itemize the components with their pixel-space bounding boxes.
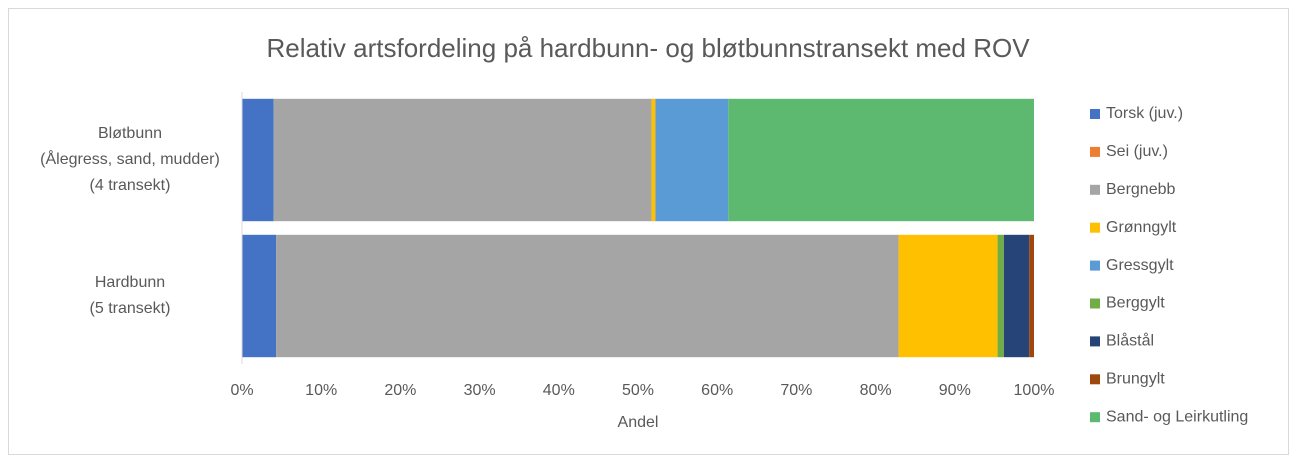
x-tick-label: 90% xyxy=(939,382,971,399)
legend-label: Berggylt xyxy=(1106,295,1165,312)
x-axis-title: Andel xyxy=(618,414,659,431)
legend-swatch xyxy=(1090,412,1100,423)
y-tick-label: (4 transekt) xyxy=(90,177,171,194)
y-tick-label: (Ålegress, sand, mudder) xyxy=(40,149,220,168)
legend-label: Sand- og Leirkutling xyxy=(1106,408,1248,425)
legend-label: Brungylt xyxy=(1106,371,1165,388)
x-tick-label: 80% xyxy=(860,382,892,399)
bar-segment xyxy=(898,234,998,358)
bar-segment xyxy=(242,234,277,358)
chart-title: Relativ artsfordeling på hardbunn- og bl… xyxy=(266,33,1030,63)
legend-swatch xyxy=(1090,109,1100,119)
x-tick-label: 10% xyxy=(305,382,337,399)
y-tick-label: (5 transekt) xyxy=(90,300,171,317)
y-tick-label: Bløtbunn xyxy=(98,125,162,142)
legend-label: Gressgylt xyxy=(1106,257,1174,274)
bar-segment xyxy=(273,98,652,222)
legend-swatch xyxy=(1090,298,1100,309)
x-tick-label: 70% xyxy=(780,382,812,399)
legend-label: Blåstål xyxy=(1106,332,1154,350)
x-tick-label: 50% xyxy=(622,382,654,399)
legend-label: Torsk (juv.) xyxy=(1106,105,1183,122)
x-tick-label: 60% xyxy=(701,382,733,399)
legend-swatch xyxy=(1090,336,1100,347)
bar-segment xyxy=(997,234,1004,358)
x-tick-label: 100% xyxy=(1014,382,1055,399)
legend-swatch xyxy=(1090,146,1100,157)
x-tick-label: 0% xyxy=(230,382,253,399)
bar-segment xyxy=(728,98,1034,222)
bar-segment xyxy=(242,98,274,222)
legend-swatch xyxy=(1090,222,1100,233)
legend-swatch xyxy=(1090,260,1100,271)
legend-label: Grønngylt xyxy=(1106,219,1177,236)
x-tick-label: 20% xyxy=(384,382,416,399)
bar-segment xyxy=(651,98,656,222)
y-tick-label: Hardbunn xyxy=(95,274,165,291)
x-tick-label: 30% xyxy=(464,382,496,399)
bar-segment xyxy=(655,98,729,222)
bar-segment xyxy=(276,234,899,358)
legend-label: Sei (juv.) xyxy=(1106,143,1168,160)
legend-label: Bergnebb xyxy=(1106,181,1175,198)
x-tick-label: 40% xyxy=(543,382,575,399)
chart-border xyxy=(8,8,1289,455)
bar-segment xyxy=(1029,234,1034,358)
legend-swatch xyxy=(1090,374,1100,385)
bar-segment xyxy=(1003,234,1030,358)
legend-swatch xyxy=(1090,184,1100,195)
